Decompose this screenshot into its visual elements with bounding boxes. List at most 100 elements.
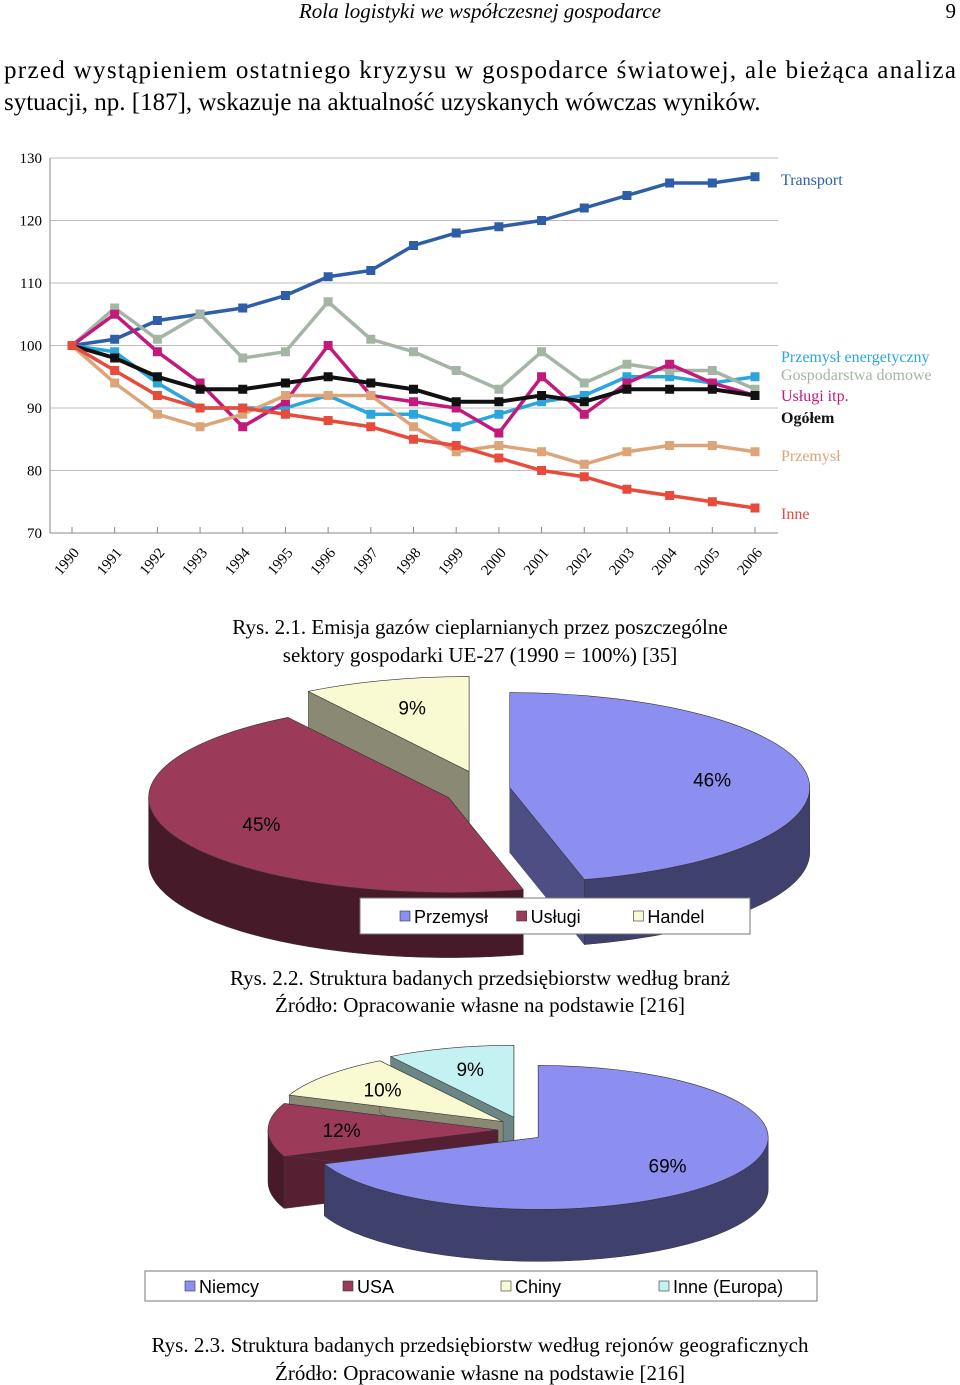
legend-label: Handel [647, 907, 704, 927]
point-marker [579, 397, 589, 407]
point-marker [280, 403, 290, 413]
point-marker [579, 203, 589, 213]
point-marker [280, 347, 290, 357]
slice [288, 1060, 504, 1122]
point-marker [238, 409, 248, 419]
point-marker [707, 384, 717, 394]
point-marker [665, 178, 675, 188]
figure-caption: Rys. 2.1. Emisja gazów cieplarnianych pr… [232, 615, 727, 639]
point-marker [622, 447, 632, 457]
x-tick-label: 1995 [265, 545, 297, 578]
point-marker [238, 384, 248, 394]
figure-caption: Rys. 2.3. Struktura badanych przedsiębio… [152, 1333, 809, 1357]
x-tick-label: 2005 [692, 545, 724, 578]
point-marker [707, 441, 717, 450]
point-marker [537, 391, 547, 400]
point-marker [707, 366, 717, 375]
point-marker [195, 378, 205, 388]
point-marker [366, 409, 376, 419]
legend-swatch [342, 1280, 354, 1292]
slice [267, 1103, 499, 1157]
x-tick-label: 1994 [222, 545, 254, 579]
point-marker [110, 309, 120, 319]
point-marker [750, 503, 760, 513]
data-label: 12% [323, 1121, 361, 1142]
point-marker [195, 422, 205, 432]
legend-swatch [658, 1280, 670, 1292]
point-marker [451, 403, 461, 413]
data-label: 9% [398, 699, 426, 720]
x-tick-label: 1996 [308, 545, 340, 579]
series-label: Usługi itp. [781, 388, 849, 405]
y-tick-label: 120 [20, 214, 43, 230]
series-label: Inne [781, 506, 809, 523]
x-tick-label: 1991 [94, 545, 126, 578]
y-tick-label: 130 [20, 151, 43, 167]
point-marker [110, 347, 120, 357]
point-marker [665, 359, 675, 369]
point-marker [494, 441, 504, 450]
figure-caption: Źródło: Opracowanie własne na podstawie … [275, 993, 685, 1017]
point-marker [537, 397, 547, 407]
legend-swatch [399, 910, 411, 922]
point-marker [750, 372, 760, 382]
point-marker [238, 353, 248, 363]
point-marker [152, 391, 162, 400]
point-marker [622, 372, 632, 382]
point-marker [323, 372, 333, 382]
point-marker [579, 391, 589, 400]
series-label: Gospodarstwa domowe [781, 367, 932, 384]
x-tick-label: 2006 [735, 545, 767, 579]
point-marker [323, 416, 333, 425]
legend-swatch [500, 1280, 512, 1292]
figure-caption: Źródło: Opracowanie własne na podstawie … [275, 1361, 685, 1385]
point-marker [622, 359, 632, 369]
point-marker [494, 222, 504, 232]
x-tick-label: 2004 [649, 545, 681, 579]
point-marker [323, 297, 333, 307]
slice [148, 717, 524, 893]
point-marker [622, 378, 632, 388]
legend-label: Inne (Europa) [673, 1277, 783, 1297]
page-number: 9 [946, 0, 957, 23]
point-marker [537, 372, 547, 382]
point-marker [195, 403, 205, 413]
point-marker [494, 384, 504, 394]
x-tick-label: 1997 [350, 545, 382, 579]
point-marker [537, 466, 547, 475]
point-marker [238, 403, 248, 413]
point-marker [152, 316, 162, 325]
data-label: 9% [456, 1060, 484, 1081]
point-marker [750, 172, 760, 182]
y-tick-label: 90 [27, 401, 42, 417]
point-marker [152, 409, 162, 419]
point-marker [750, 384, 760, 394]
point-marker [579, 409, 589, 419]
point-marker [665, 372, 675, 382]
point-marker [280, 409, 290, 419]
point-marker [323, 391, 333, 400]
point-marker [494, 428, 504, 438]
legend-box [144, 1270, 818, 1302]
point-marker [409, 347, 418, 357]
point-marker [665, 384, 675, 394]
series-line [71, 175, 756, 348]
point-marker [152, 347, 162, 357]
point-marker [579, 472, 589, 482]
x-tick-label: 1998 [393, 545, 425, 578]
point-marker [494, 397, 504, 407]
y-tick-label: 70 [27, 526, 42, 542]
point-marker [323, 272, 333, 282]
point-marker [750, 447, 760, 457]
legend-swatch [516, 910, 527, 922]
point-marker [366, 378, 376, 388]
point-marker [622, 484, 632, 494]
point-marker [750, 391, 760, 400]
legend-label: Niemcy [199, 1277, 259, 1297]
legend-label: USA [357, 1277, 394, 1297]
series-label: Transport [781, 172, 843, 189]
point-marker [622, 384, 632, 394]
running-header: Rola logistyki we współczesnej gospodarc… [298, 0, 661, 23]
point-marker [409, 409, 418, 419]
